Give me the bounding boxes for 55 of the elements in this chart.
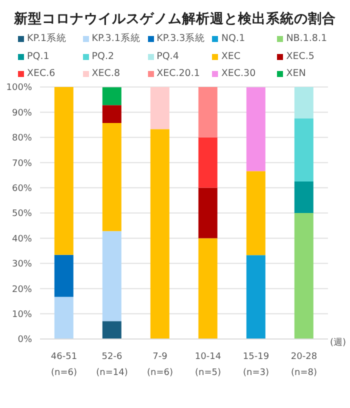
legend-label: XEC.5 bbox=[286, 51, 314, 62]
y-tick-label: 60% bbox=[12, 184, 32, 194]
bar bbox=[294, 213, 314, 339]
bar bbox=[102, 123, 122, 232]
x-tick-label: 7-9 (n=6) bbox=[147, 352, 173, 378]
legend-label: NB.1.8.1 bbox=[286, 33, 328, 44]
legend-label: PQ.4 bbox=[156, 51, 179, 62]
bar bbox=[102, 321, 122, 339]
bar bbox=[198, 87, 218, 138]
bar bbox=[54, 296, 74, 339]
bar bbox=[102, 87, 122, 106]
legend-label: KP.1系統 bbox=[27, 32, 67, 45]
bar bbox=[246, 87, 266, 172]
legend-label: XEC.6 bbox=[27, 68, 56, 79]
bar bbox=[150, 129, 170, 339]
legend-label: XEC.8 bbox=[92, 68, 120, 79]
legend-label: PQ.1 bbox=[27, 51, 50, 62]
y-tick-label: 90% bbox=[12, 108, 32, 118]
bar bbox=[198, 188, 218, 238]
legend-label: XEN bbox=[286, 68, 306, 79]
y-tick-label: 20% bbox=[12, 284, 32, 295]
y-tick-label: 10% bbox=[12, 310, 32, 320]
x-tick-label: 52-6 (n=14) bbox=[96, 352, 128, 378]
legend-label: KP.3.3系統 bbox=[156, 32, 206, 45]
bar bbox=[294, 118, 314, 182]
y-tick-label: 70% bbox=[12, 158, 32, 169]
legend-label: XEC.20.1 bbox=[156, 68, 200, 79]
bar bbox=[246, 255, 266, 339]
legend-label: KP.3.1系統 bbox=[92, 32, 140, 45]
bar bbox=[246, 171, 266, 256]
bar bbox=[102, 231, 122, 322]
bar bbox=[198, 137, 218, 188]
legend-label: XEC.30 bbox=[221, 68, 256, 79]
chart-title: 新型コロナウイルスゲノム解析週と検出系統の割合 bbox=[13, 10, 337, 28]
bar bbox=[150, 87, 170, 130]
x-axis-title: (週) bbox=[330, 336, 346, 349]
x-tick-label: 20-28 (n=8) bbox=[290, 352, 318, 378]
legend-label: NQ.1 bbox=[221, 33, 246, 44]
bar bbox=[54, 87, 74, 255]
bar bbox=[294, 182, 314, 213]
legend-label: XEC bbox=[221, 51, 241, 62]
bar bbox=[294, 87, 314, 118]
y-tick-label: 100% bbox=[6, 83, 32, 94]
y-tick-label: 0% bbox=[18, 335, 32, 346]
legend-label: PQ.2 bbox=[92, 51, 114, 62]
y-tick-label: 30% bbox=[12, 260, 32, 270]
x-tick-label: 46-51 (n=6) bbox=[50, 352, 78, 378]
bar bbox=[54, 254, 74, 297]
y-tick-label: 40% bbox=[12, 234, 32, 244]
y-tick-label: 50% bbox=[12, 209, 32, 220]
x-tick-label: 15-19 (n=3) bbox=[242, 352, 270, 378]
x-tick-label: 10-14 (n=5) bbox=[194, 352, 222, 378]
bar bbox=[102, 105, 122, 124]
y-tick-label: 80% bbox=[12, 134, 32, 144]
bar bbox=[198, 238, 218, 339]
